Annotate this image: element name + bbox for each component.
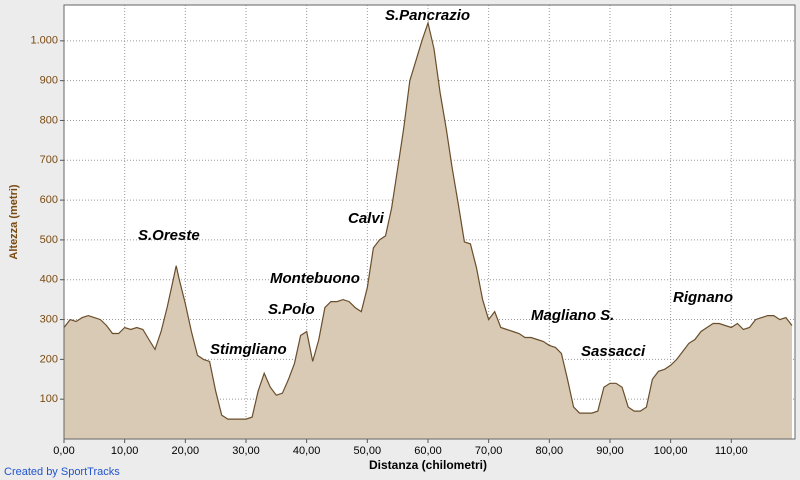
x-tick-label: 20,00	[172, 445, 200, 457]
place-label: Montebuono	[270, 270, 360, 287]
x-tick-label: 110,00	[715, 445, 748, 457]
x-tick-label: 100,00	[654, 445, 688, 457]
y-tick-label: 600	[40, 194, 58, 206]
y-tick-label: 300	[40, 313, 58, 325]
x-tick-label: 80,00	[536, 445, 564, 457]
place-label: Rignano	[673, 289, 733, 306]
x-tick-label: 70,00	[475, 445, 503, 457]
footer-credit: Created by SportTracks	[4, 466, 120, 478]
place-label: Sassacci	[581, 343, 646, 360]
place-label: Stimgliano	[210, 341, 287, 358]
x-axis-label: Distanza (chilometri)	[369, 458, 487, 472]
y-tick-label: 1.000	[30, 35, 58, 47]
x-tick-label: 10,00	[111, 445, 139, 457]
elevation-line	[63, 20, 793, 420]
x-tick-label: 0,00	[53, 445, 74, 457]
place-label: S.Pancrazio	[385, 7, 470, 24]
y-tick-label: 700	[40, 154, 58, 166]
y-tick-label: 800	[40, 114, 58, 126]
y-tick-label: 200	[40, 353, 58, 365]
y-tick-label: 500	[40, 234, 58, 246]
x-tick-label: 40,00	[293, 445, 321, 457]
y-tick-label: 100	[40, 393, 58, 405]
place-label: Magliano S.	[531, 307, 614, 324]
x-tick-label: 30,00	[232, 445, 260, 457]
place-label: S.Polo	[268, 301, 315, 318]
y-tick-label: 400	[40, 274, 58, 286]
place-label: Calvi	[348, 210, 385, 227]
y-tick-label: 900	[40, 75, 58, 87]
x-tick-label: 90,00	[596, 445, 624, 457]
elevation-area	[64, 22, 792, 440]
x-tick-label: 60,00	[414, 445, 442, 457]
place-label: S.Oreste	[138, 227, 200, 244]
x-tick-label: 50,00	[354, 445, 382, 457]
y-axis-label: Altezza (metri)	[8, 184, 20, 260]
plot-border	[63, 4, 796, 440]
